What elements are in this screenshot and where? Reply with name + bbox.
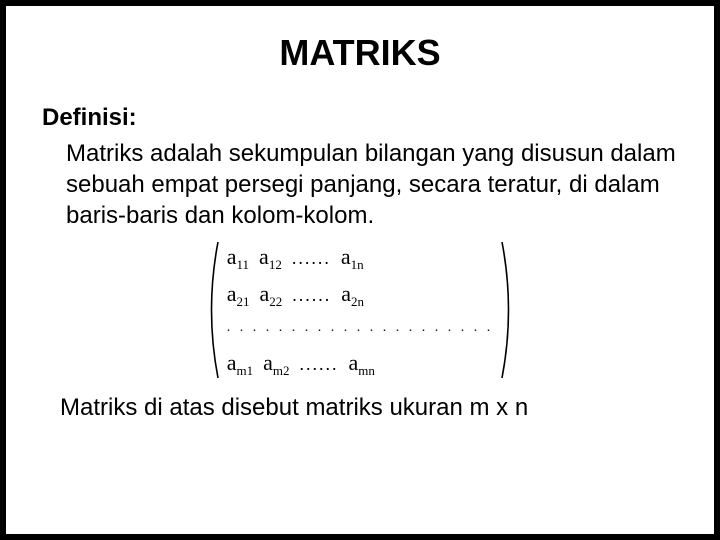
matrix-figure: a11 a12...... a1n a21 a22...... a2n . . . . . … — [42, 240, 678, 380]
matrix-element: a12 — [259, 244, 282, 270]
matrix-row: a11 a12...... a1n — [227, 244, 494, 270]
matrix-dots: ...... — [300, 354, 339, 375]
matrix-dots: ...... — [292, 285, 331, 306]
matrix-element: a2n — [341, 281, 364, 307]
definition-label: Definisi: — [42, 104, 678, 132]
matrix: a11 a12...... a1n a21 a22...... a2n . . . . . … — [203, 240, 518, 380]
matrix-element: a1n — [341, 244, 364, 270]
matrix-element: a21 — [227, 281, 250, 307]
right-paren — [499, 240, 517, 380]
matrix-element: a22 — [260, 281, 283, 307]
matrix-element: am1 — [227, 350, 253, 376]
slide-frame: MATRIKS Definisi: Matriks adalah sekumpu… — [0, 0, 720, 540]
matrix-element: amn — [349, 350, 375, 376]
slide-title: MATRIKS — [42, 32, 678, 74]
matrix-dots: ...... — [292, 248, 331, 269]
matrix-row: . . . . . . . . . . . . . . . . . . . . … — [227, 318, 494, 338]
matrix-row: a21 a22...... a2n — [227, 281, 494, 307]
definition-body: Matriks adalah sekumpulan bilangan yang … — [66, 138, 678, 232]
closing-text: Matriks di atas disebut matriks ukuran m… — [60, 394, 678, 422]
matrix-element: a11 — [227, 244, 249, 270]
matrix-element: am2 — [263, 350, 289, 376]
left-paren — [203, 240, 221, 380]
matrix-row: am1 am2...... amn — [227, 350, 494, 376]
matrix-body: a11 a12...... a1n a21 a22...... a2n . . . . . … — [221, 240, 500, 380]
